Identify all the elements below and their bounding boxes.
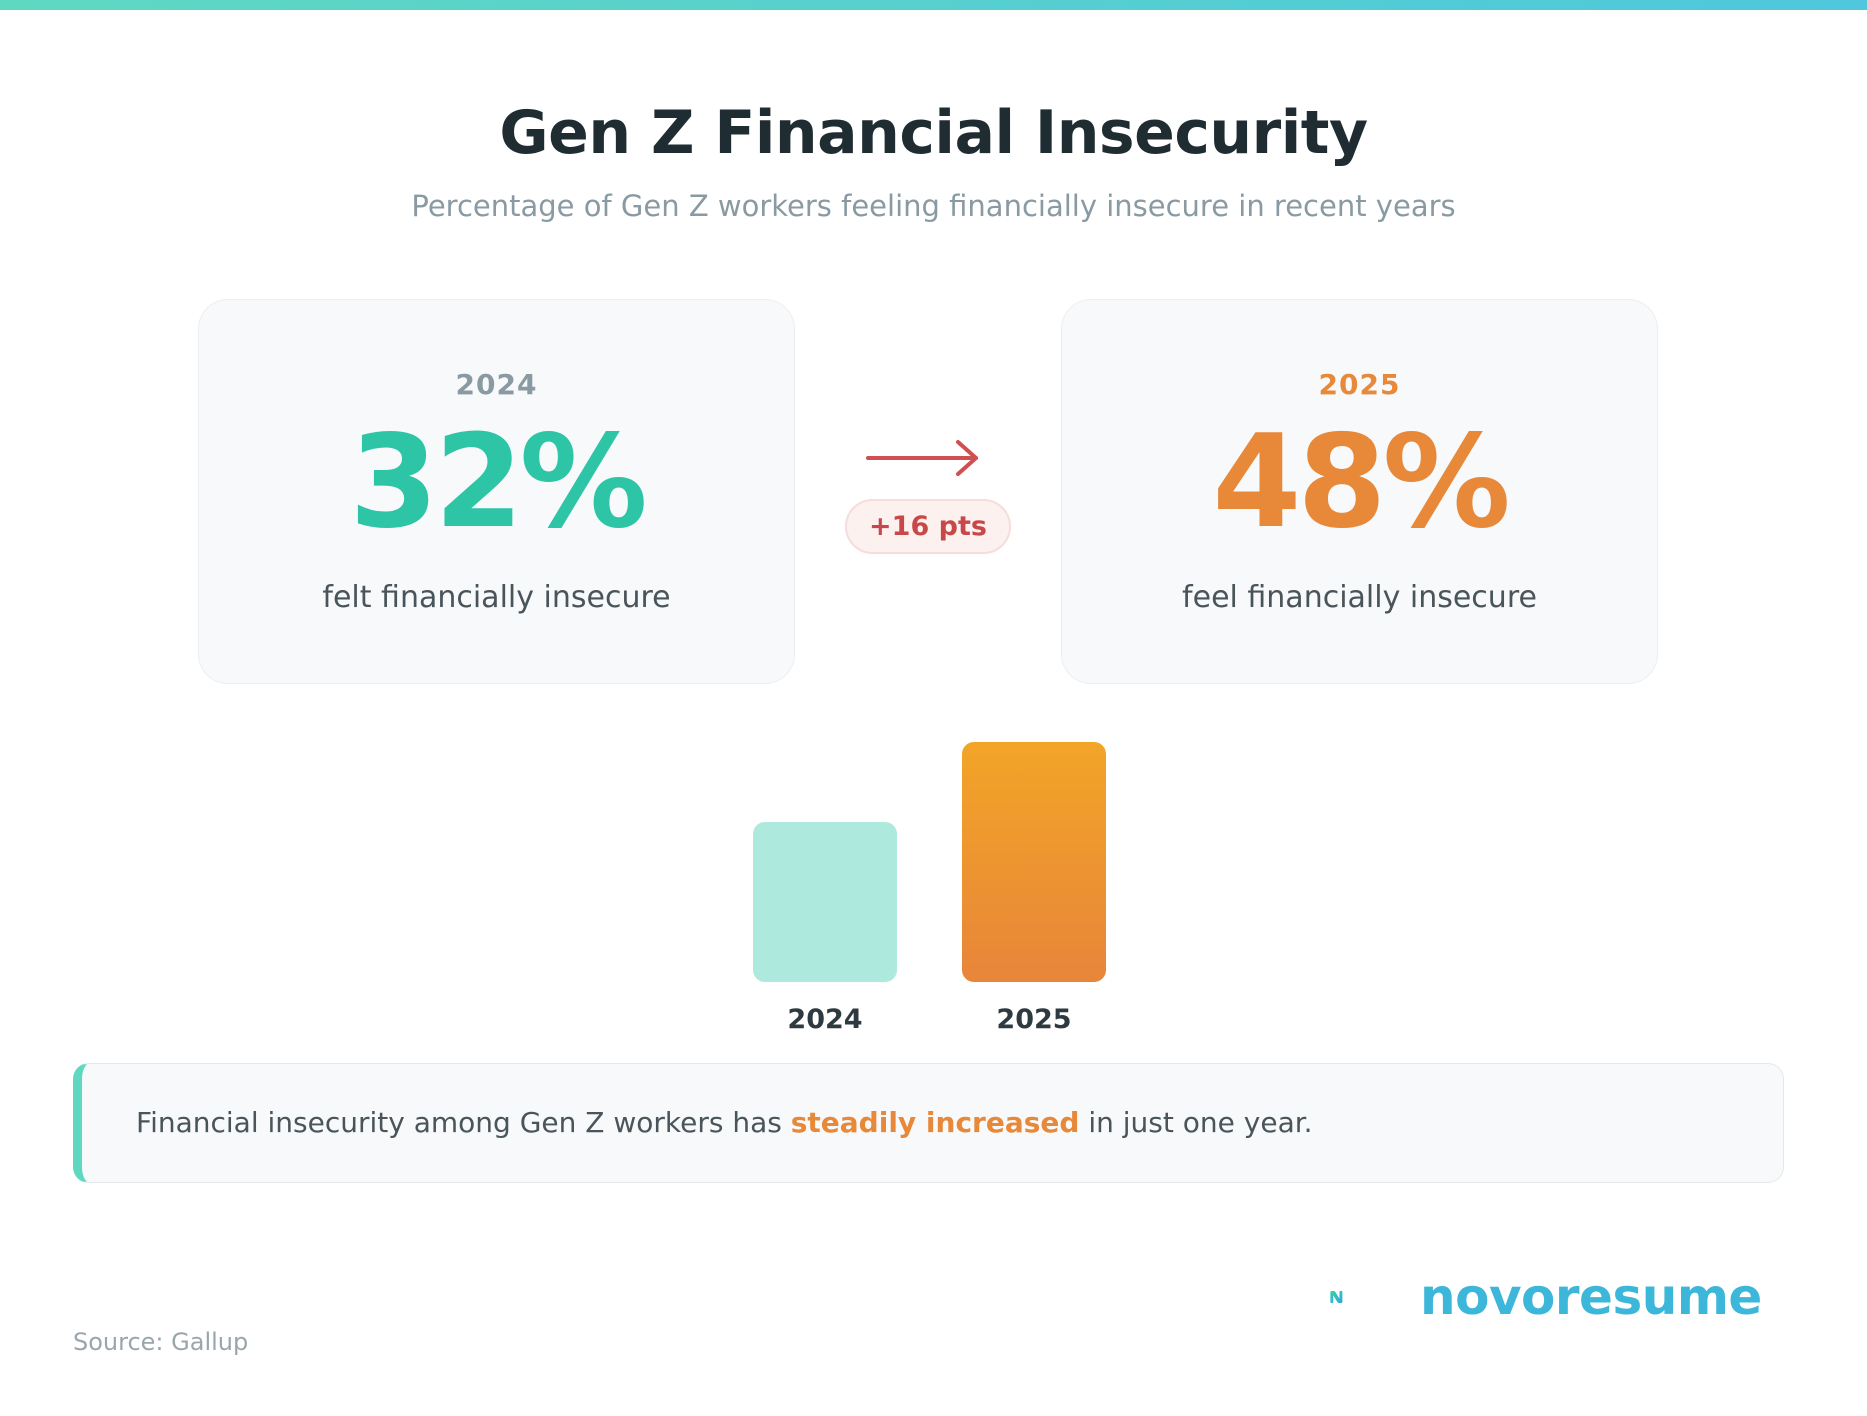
stat-card-description: feel financially insecure (1182, 580, 1537, 615)
stat-card-value: 32% (349, 408, 647, 557)
insight-text-before: Financial insecurity among Gen Z workers… (136, 1106, 791, 1139)
bar-label-2025: 2025 (996, 1004, 1072, 1035)
brand-name: novoresume (1420, 1268, 1762, 1326)
stat-card-year: 2025 (1318, 368, 1401, 401)
source-note: Source: Gallup (73, 1328, 249, 1356)
insight-text-after: in just one year. (1079, 1106, 1313, 1139)
stat-card-description: felt financially insecure (322, 580, 671, 615)
page-title: Gen Z Financial Insecurity (499, 98, 1368, 168)
top-accent-bar (0, 0, 1867, 10)
bar-chart (753, 742, 1106, 982)
novoresume-logo-icon (1330, 1291, 1343, 1303)
stat-card-2025: 2025 48% feel financially insecure (1061, 299, 1658, 684)
change-badge: +16 pts (845, 499, 1011, 554)
bar-2024 (753, 822, 897, 982)
page-subtitle: Percentage of Gen Z workers feeling fina… (411, 189, 1456, 223)
insight-callout: Financial insecurity among Gen Z workers… (73, 1063, 1784, 1183)
bar-label-2024: 2024 (787, 1004, 863, 1035)
insight-text: Financial insecurity among Gen Z workers… (136, 1106, 1313, 1139)
bar-2025 (962, 742, 1106, 982)
stat-card-value: 48% (1212, 408, 1510, 557)
stat-card-2024: 2024 32% felt financially insecure (198, 299, 795, 684)
arrow-right-icon (866, 440, 978, 476)
stat-card-year: 2024 (455, 368, 538, 401)
insight-highlight: steadily increased (790, 1106, 1080, 1139)
